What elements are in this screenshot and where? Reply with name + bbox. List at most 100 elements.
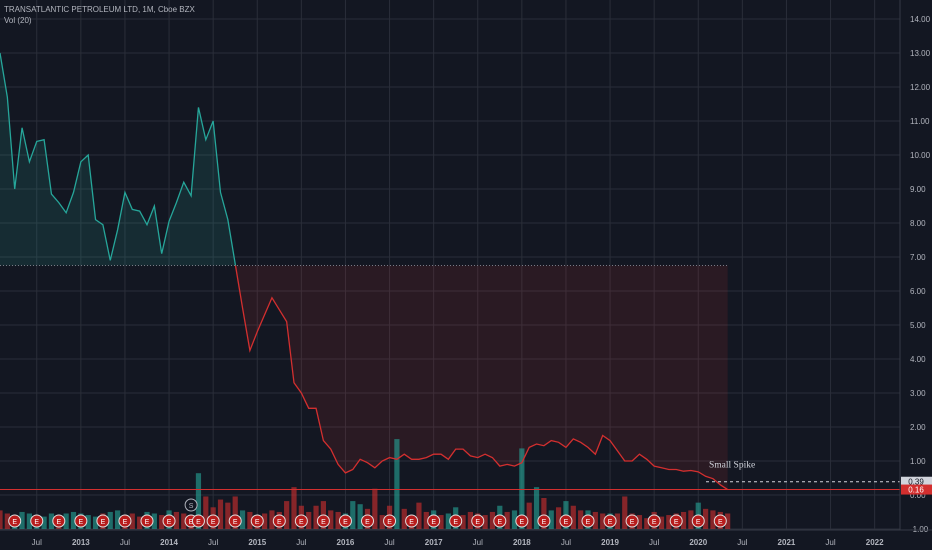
volume-bar <box>703 508 709 529</box>
volume-bar <box>4 513 10 529</box>
earnings-marker[interactable] <box>228 514 242 528</box>
volume-bar <box>232 496 238 529</box>
chart-legend: TRANSATLANTIC PETROLEUM LTD, 1M, Cboe BZ… <box>4 4 195 26</box>
y-tick-label: 14.00 <box>910 15 931 24</box>
earnings-marker[interactable] <box>8 514 22 528</box>
earnings-marker[interactable] <box>316 514 330 528</box>
y-tick-label: 12.00 <box>910 83 931 92</box>
x-tick-label: 2015 <box>248 538 266 547</box>
earnings-marker-label: E <box>431 519 436 526</box>
price-label-box-last <box>901 484 932 495</box>
earnings-marker-label: E <box>542 519 547 526</box>
volume-bar <box>614 513 620 529</box>
y-tick-label: 13.00 <box>910 49 931 58</box>
volume-bar <box>291 487 297 529</box>
earnings-marker[interactable] <box>294 514 308 528</box>
volume-bar <box>658 516 665 529</box>
x-tick-label: Jul <box>825 538 835 547</box>
y-tick-label: 1.00 <box>910 457 926 466</box>
volume-bar <box>519 448 525 529</box>
earnings-marker[interactable] <box>140 514 154 528</box>
volume-bar <box>556 507 562 529</box>
earnings-marker-label: E <box>475 519 480 526</box>
x-tick-label: Jul <box>737 538 747 547</box>
volume-bar <box>181 513 187 529</box>
earnings-marker[interactable] <box>74 514 88 528</box>
area-above-baseline <box>0 53 236 266</box>
earnings-marker-label: E <box>277 519 282 526</box>
price-line-up <box>0 52 237 266</box>
volume-bar <box>48 513 55 529</box>
earnings-marker[interactable] <box>405 514 419 528</box>
earnings-marker[interactable] <box>537 514 551 528</box>
earnings-marker[interactable] <box>206 514 220 528</box>
earnings-marker[interactable] <box>250 514 264 528</box>
annotation-small-spike[interactable]: Small Spike <box>709 460 755 470</box>
earnings-marker[interactable] <box>691 514 705 528</box>
earnings-marker-label: E <box>321 519 326 526</box>
earnings-marker[interactable] <box>581 514 595 528</box>
earnings-marker-label: E <box>630 519 635 526</box>
earnings-marker-label: E <box>387 519 392 526</box>
volume-bar <box>445 513 451 529</box>
x-tick-label: Jul <box>32 538 42 547</box>
earnings-marker[interactable] <box>272 514 286 528</box>
volume-bar <box>129 513 135 529</box>
earnings-marker[interactable] <box>30 514 44 528</box>
earnings-marker-label: E <box>674 519 679 526</box>
volume-bar <box>710 510 716 529</box>
volume-bar <box>379 515 385 529</box>
volume-bar <box>350 501 356 529</box>
earnings-marker-label: E <box>189 519 194 526</box>
earnings-marker[interactable] <box>559 514 573 528</box>
earnings-marker-label: E <box>12 519 17 526</box>
volume-indicator-label[interactable]: Vol (20) <box>4 16 32 25</box>
y-tick-label: 4.00 <box>910 355 926 364</box>
earnings-marker[interactable] <box>52 514 66 528</box>
earnings-marker[interactable] <box>449 514 463 528</box>
earnings-marker[interactable] <box>603 514 617 528</box>
earnings-marker-label: E <box>145 519 150 526</box>
earnings-marker-label: E <box>365 519 370 526</box>
symbol-title[interactable]: TRANSATLANTIC PETROLEUM LTD, 1M, Cboe BZ… <box>4 5 195 14</box>
earnings-marker[interactable] <box>191 514 205 528</box>
earnings-marker[interactable] <box>625 514 639 528</box>
volume-bar <box>688 510 694 529</box>
earnings-marker[interactable] <box>713 514 727 528</box>
volume-bar <box>401 508 407 529</box>
earnings-marker-label: E <box>343 519 348 526</box>
earnings-marker-label: E <box>586 519 591 526</box>
earnings-marker[interactable] <box>118 514 132 528</box>
volume-bar <box>438 515 444 529</box>
split-marker[interactable] <box>184 498 198 512</box>
earnings-marker-label: E <box>167 519 172 526</box>
earnings-marker[interactable] <box>471 514 485 528</box>
earnings-marker-label: E <box>453 519 458 526</box>
earnings-marker[interactable] <box>338 514 352 528</box>
earnings-marker[interactable] <box>647 514 661 528</box>
x-tick-label: 2022 <box>866 538 884 547</box>
volume-bar <box>247 511 253 529</box>
earnings-marker[interactable] <box>427 514 441 528</box>
earnings-marker[interactable] <box>515 514 529 528</box>
volume-bar <box>600 513 606 529</box>
earnings-marker[interactable] <box>493 514 507 528</box>
x-tick-label: Jul <box>208 538 218 547</box>
volume-bar <box>159 515 165 529</box>
volume-bar <box>526 502 532 529</box>
earnings-marker[interactable] <box>162 514 176 528</box>
earnings-marker-label: E <box>123 519 128 526</box>
volume-bar <box>19 511 25 529</box>
volume-bar <box>225 502 231 529</box>
earnings-marker[interactable] <box>669 514 683 528</box>
earnings-marker[interactable] <box>383 514 397 528</box>
x-tick-label: Jul <box>561 538 571 547</box>
earnings-marker-label: E <box>497 519 502 526</box>
volume-bar <box>482 515 488 529</box>
volume-bar <box>578 510 584 529</box>
volume-bar <box>284 501 290 529</box>
volume-bar <box>489 511 496 529</box>
earnings-marker[interactable] <box>96 514 110 528</box>
earnings-marker[interactable] <box>361 514 374 528</box>
